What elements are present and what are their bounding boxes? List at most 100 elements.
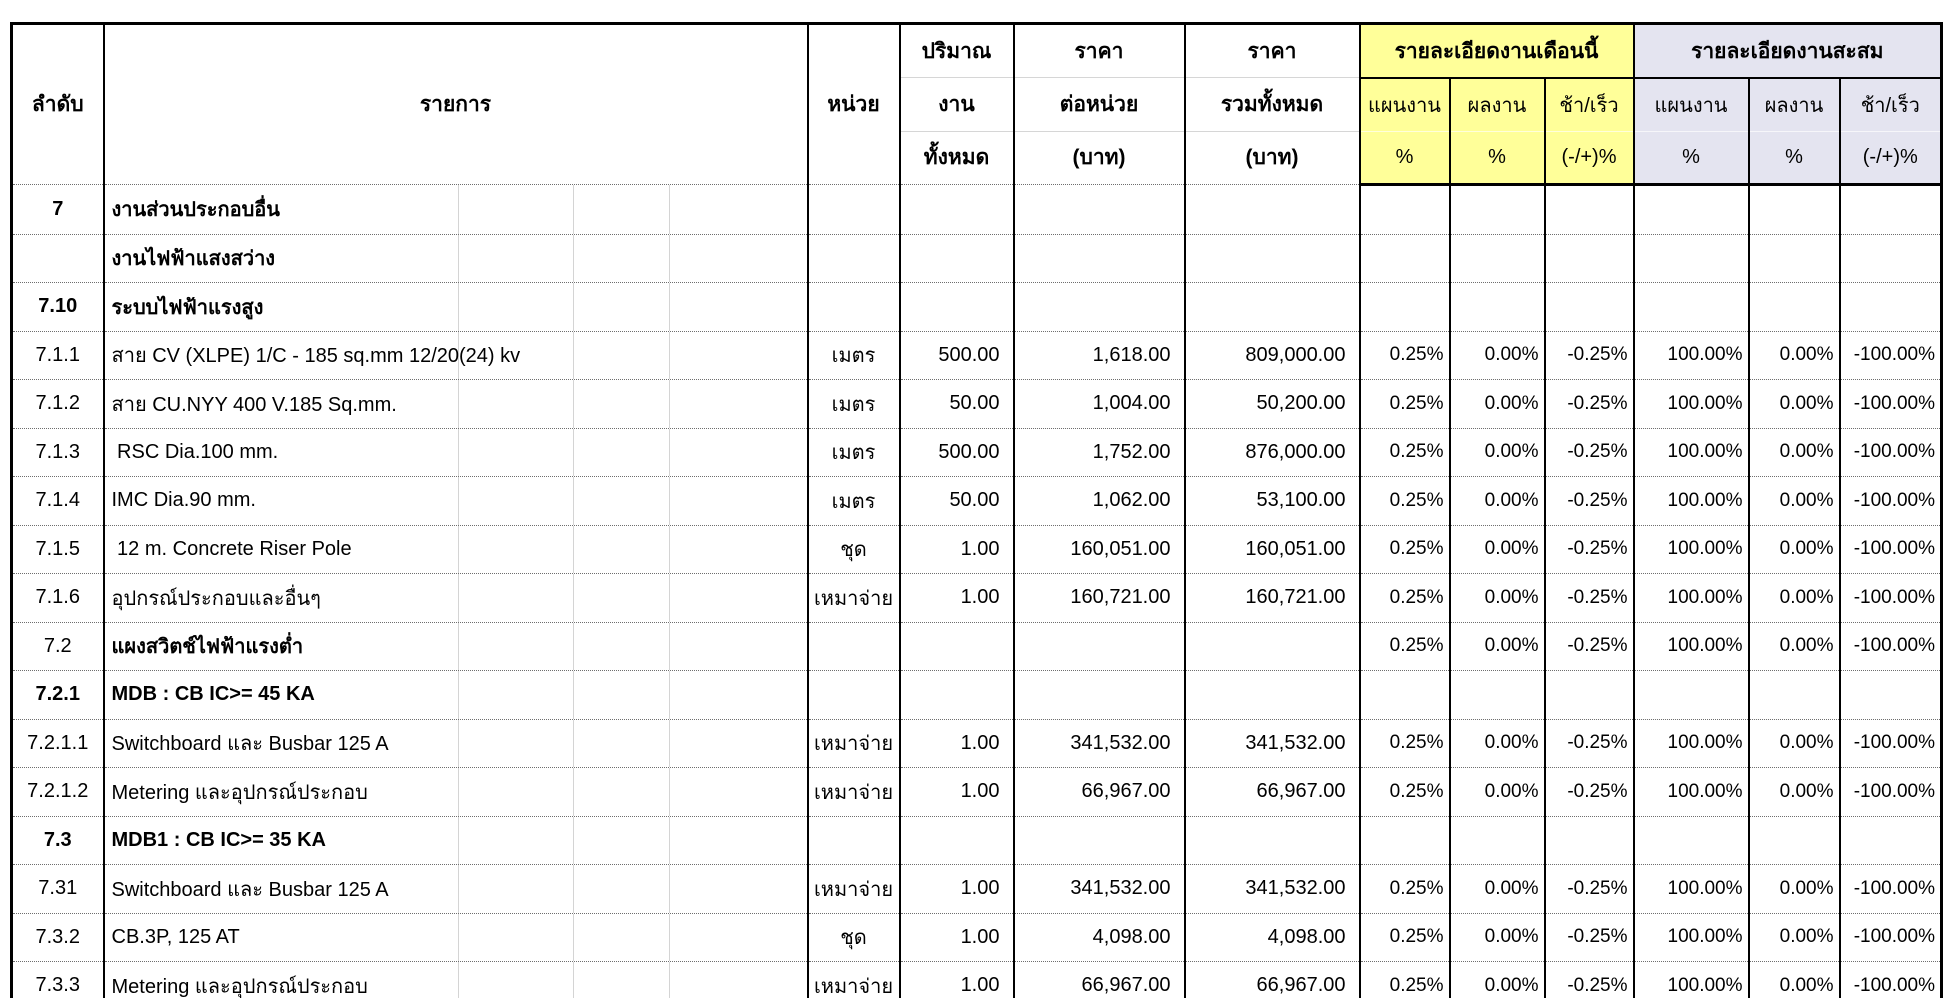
table-row: 7.1.2 สาย CU.NYY 400 V.185 Sq.mm. เมตร 50.0… [10,379,1942,428]
subcol-header-month-actual: ผลงาน % [1448,78,1545,186]
cell-unit: เมตร [806,476,900,525]
cell-total-price [1183,815,1360,865]
cell-unit-price: 66,967.00 [1012,767,1185,816]
unit-price-header-line1: ราคา [1074,39,1124,63]
cell-month-actual: 0.00% [1448,767,1545,816]
subcol-header-cum-diff: ช้า/เร็ว (-/+)% [1838,78,1942,186]
cell-desc: ระบบไฟฟ้าแรงสูง [102,282,808,331]
cell-unit-price: 4,098.00 [1012,912,1185,962]
month-actual-label: ผลงาน [1467,94,1527,117]
cell-unit [806,282,900,331]
cell-qty: 500.00 [898,427,1014,477]
cell-unit-price: 160,051.00 [1012,524,1185,574]
month-diff-unit: (-/+)% [1546,130,1633,182]
cell-qty [898,233,1014,283]
qty-header-line2: งาน [901,77,1013,130]
month-plan-unit: % [1361,130,1449,182]
cell-cum-plan [1632,670,1749,719]
table-header: ลำดับ รายการ หน่วย ปริมาณ งาน ทั้งหมด รา… [10,23,1942,186]
cell-month-diff: -0.25% [1543,912,1634,962]
cell-unit-price: 341,532.00 [1012,718,1185,768]
boq-table: ลำดับ รายการ หน่วย ปริมาณ งาน ทั้งหมด รา… [10,22,1944,998]
cell-no: 7.1.5 [10,524,104,574]
cell-month-diff: -0.25% [1543,379,1634,428]
qty-header-line1: ปริมาณ [921,39,992,63]
cell-no: 7.1.6 [10,573,104,622]
cell-month-actual: 0.00% [1448,961,1545,998]
cell-desc: งานไฟฟ้าแสงสว่าง [102,233,808,283]
subcol-header-cum-plan: แผนงาน % [1632,78,1749,186]
cell-cum-diff [1838,184,1942,234]
table-row: 7.1.4 IMC Dia.90 mm. เมตร 50.00 1,062.00 53,1… [10,476,1942,525]
cell-unit [806,233,900,283]
cell-desc: 12 m. Concrete Riser Pole [102,524,808,574]
total-price-header-line3: (บาท) [1186,130,1359,184]
cell-unit: เหมาจ่าย [806,573,900,622]
cum-diff-unit: (-/+)% [1841,130,1941,182]
cell-total-price: 50,200.00 [1183,379,1360,428]
cell-month-diff: -0.25% [1543,621,1634,671]
cell-qty [898,815,1014,865]
cell-cum-diff [1838,282,1942,331]
cell-unit-price: 341,532.00 [1012,864,1185,913]
cell-total-price: 66,967.00 [1183,767,1360,816]
cell-desc: Switchboard และ Busbar 125 A [102,718,808,768]
cell-month-actual: 0.00% [1448,476,1545,525]
cell-month-actual [1448,184,1545,234]
cell-qty: 1.00 [898,961,1014,998]
cell-qty [898,282,1014,331]
cell-cum-plan: 100.00% [1632,379,1749,428]
cell-cum-plan [1632,184,1749,234]
cell-cum-diff [1838,233,1942,283]
cell-desc: อุปกรณ์ประกอบและอื่นๆ [102,573,808,622]
cell-cum-actual: 0.00% [1747,476,1840,525]
total-price-header-line1: ราคา [1247,39,1297,63]
cell-month-plan [1358,282,1450,331]
cell-cum-plan: 100.00% [1632,621,1749,671]
cell-desc: Switchboard และ Busbar 125 A [102,864,808,913]
cell-no: 7.31 [10,864,104,913]
cell-month-actual: 0.00% [1448,573,1545,622]
cell-no: 7.1.3 [10,427,104,477]
cell-month-actual [1448,233,1545,283]
cum-actual-unit: % [1750,130,1839,182]
cell-cum-actual: 0.00% [1747,524,1840,574]
cell-cum-actual: 0.00% [1747,767,1840,816]
cell-unit-price: 160,721.00 [1012,573,1185,622]
cell-total-price: 809,000.00 [1183,330,1360,380]
cell-month-actual [1448,670,1545,719]
cell-cum-plan: 100.00% [1632,524,1749,574]
cell-cum-plan [1632,815,1749,865]
cell-month-actual: 0.00% [1448,330,1545,380]
cell-month-actual: 0.00% [1448,379,1545,428]
table-row: 7.1.5 12 m. Concrete Riser Pole ชุด 1.00 16… [10,524,1942,574]
col-header-no: ลำดับ [10,23,104,185]
cell-qty: 50.00 [898,379,1014,428]
cell-unit-price: 1,062.00 [1012,476,1185,525]
cell-month-plan: 0.25% [1358,524,1450,574]
cell-cum-actual: 0.00% [1747,864,1840,913]
cell-qty: 1.00 [898,912,1014,962]
cell-month-plan: 0.25% [1358,718,1450,768]
cell-cum-diff: -100.00% [1838,573,1942,622]
cell-month-diff [1543,282,1634,331]
table-row: 7.31 Switchboard และ Busbar 125 A เหมาจ่าย… [10,864,1942,913]
cell-unit: ชุด [806,524,900,574]
cell-month-actual [1448,815,1545,865]
cell-total-price: 4,098.00 [1183,912,1360,962]
cell-qty: 1.00 [898,767,1014,816]
cell-cum-actual: 0.00% [1747,912,1840,962]
cell-month-diff: -0.25% [1543,718,1634,768]
cell-unit: เมตร [806,379,900,428]
table-row: 7.1.3 RSC Dia.100 mm. เมตร 500.00 1,752.00 8… [10,427,1942,477]
cell-unit-price [1012,815,1185,865]
cell-desc: IMC Dia.90 mm. [102,476,808,525]
cell-month-diff: -0.25% [1543,961,1634,998]
cell-no: 7.2.1.1 [10,718,104,768]
cell-month-diff: -0.25% [1543,427,1634,477]
cell-cum-actual: 0.00% [1747,718,1840,768]
cell-cum-diff: -100.00% [1838,961,1942,998]
cell-desc: Metering และอุปกรณ์ประกอบ [102,767,808,816]
cell-unit: เหมาจ่าย [806,718,900,768]
